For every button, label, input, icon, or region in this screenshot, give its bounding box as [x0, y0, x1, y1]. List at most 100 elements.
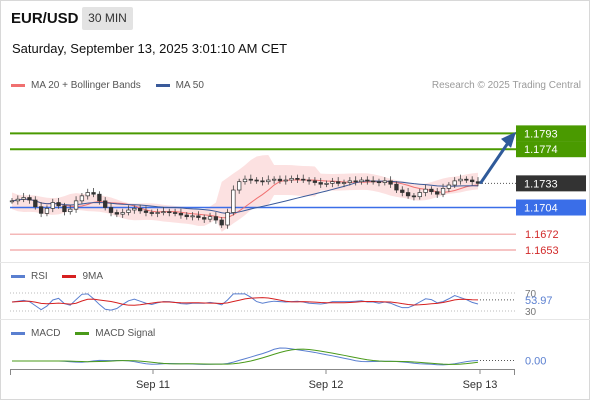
target-label: 1.1653: [525, 245, 559, 257]
rsi-swatch: [11, 274, 25, 278]
resistance-label-box: [516, 125, 586, 142]
candle-bullish: [283, 179, 288, 182]
current-price-label: 1.1733: [524, 178, 558, 190]
candle-bearish: [365, 179, 370, 182]
candle-bearish: [411, 195, 417, 198]
research-credit: Research © 2025 Trading Central: [431, 80, 581, 91]
candle-bearish: [435, 191, 440, 195]
candle-bearish: [376, 181, 382, 184]
candle-bullish: [120, 212, 125, 215]
candle-bullish: [161, 211, 166, 214]
rsi-ma-swatch: [62, 274, 77, 278]
price-level-labels: 1.1793 1.1774 1.1733 1.1704 1.1672 1.1653: [516, 125, 586, 257]
rsi-value-label: 53.97: [525, 295, 553, 307]
candle-bearish: [167, 211, 172, 214]
macd-signal-legend-label: MACD Signal: [95, 328, 156, 339]
resistance-label-box: [516, 141, 586, 158]
candle-bullish: [382, 180, 387, 183]
rsi-ma-legend-label: 9MA: [82, 271, 104, 282]
moving-averages: [11, 179, 479, 219]
ma50-line: [11, 180, 479, 215]
candle-bearish: [108, 207, 114, 213]
chart-datetime: Saturday, September 13, 2025 3:01:10 AM …: [12, 41, 288, 56]
x-tick-label: Sep 12: [309, 379, 344, 391]
support-label: 1.1704: [524, 203, 558, 215]
candle-bearish: [138, 208, 143, 212]
candle-bearish: [405, 192, 411, 197]
forecast-arrow-shaft: [479, 141, 510, 185]
support-label-box: [516, 199, 586, 216]
candle-bearish: [353, 180, 358, 183]
forecast-arrow: [479, 131, 516, 185]
rsi-legend: RSI 9MA: [11, 271, 103, 282]
candle-bearish: [172, 212, 178, 214]
candle-bullish: [359, 179, 364, 183]
candle-bearish: [56, 202, 61, 207]
current-price-label-box: [516, 175, 586, 192]
resistance-label: 1.1793: [524, 128, 558, 140]
candle-bearish: [464, 178, 469, 181]
candle-bullish: [207, 216, 213, 220]
price-legend: MA 20 + Bollinger Bands MA 50: [11, 80, 204, 91]
resistance-label: 1.1774: [524, 144, 558, 156]
timeframe-badge[interactable]: 30 MIN: [82, 7, 133, 30]
candle-bullish: [452, 180, 457, 186]
candle-bearish: [277, 178, 283, 182]
candle-bearish: [196, 215, 201, 218]
x-tick-label: Sep 11: [136, 379, 170, 391]
candle-bearish: [178, 212, 184, 216]
candle-bearish: [475, 181, 481, 184]
forecast-arrow-head: [501, 131, 516, 148]
ma50-swatch: [155, 83, 170, 87]
candle-bearish: [38, 206, 44, 214]
chart-header: EUR/USD 30 MIN: [0, 0, 590, 36]
candle-bullish: [44, 208, 50, 214]
candle-bearish: [301, 178, 306, 181]
candle-bullish: [289, 178, 294, 181]
rsi-tick-30: 30: [525, 307, 537, 318]
candle-bullish: [79, 195, 85, 202]
candle-bearish: [260, 180, 265, 183]
candle-bullish: [231, 189, 236, 213]
candle-bearish: [306, 179, 312, 182]
candle-bearish: [33, 199, 38, 208]
candle-bearish: [103, 200, 108, 208]
candle-bearish: [114, 212, 120, 215]
candle-bullish: [324, 183, 329, 185]
candle-bullish: [225, 212, 230, 226]
candle-bullish: [190, 215, 195, 218]
macd-swatch: [11, 331, 25, 335]
candle-bearish: [248, 178, 253, 181]
candle-bullish: [266, 179, 271, 183]
candle-bearish: [143, 210, 149, 213]
macd-signal-line: [12, 348, 479, 365]
candle-bullish: [21, 197, 26, 200]
candle-bearish: [62, 205, 67, 213]
rsi-tick-70: 70: [525, 289, 537, 300]
candle-bearish: [318, 182, 323, 185]
candle-bullish: [423, 188, 428, 193]
price-levels: [10, 132, 516, 251]
candle-bearish: [394, 183, 399, 191]
target-label: 1.1672: [525, 229, 559, 241]
candle-bearish: [202, 217, 207, 220]
candle-bullish: [126, 209, 131, 213]
ma20-line: [11, 179, 479, 219]
candle-bullish: [458, 178, 463, 182]
rsi-legend-label: RSI: [31, 271, 48, 282]
ma20-legend-label: MA 20 + Bollinger Bands: [31, 80, 141, 91]
macd-legend: MACD MACD Signal: [11, 328, 155, 339]
candle-bearish: [429, 188, 434, 193]
candle-bearish: [213, 216, 219, 221]
candle-bearish: [254, 179, 259, 182]
ma20-swatch: [11, 83, 25, 87]
candle-bullish: [271, 178, 277, 181]
candle-bearish: [400, 189, 405, 193]
candle-bearish: [91, 192, 96, 195]
candle-bearish: [295, 178, 300, 180]
macd-legend-label: MACD: [31, 328, 61, 339]
x-axis: Sep 11 Sep 12 Sep 13: [10, 369, 515, 391]
candle-bearish: [149, 212, 154, 214]
candle-bullish: [15, 198, 20, 202]
candle-bullish: [440, 188, 446, 195]
